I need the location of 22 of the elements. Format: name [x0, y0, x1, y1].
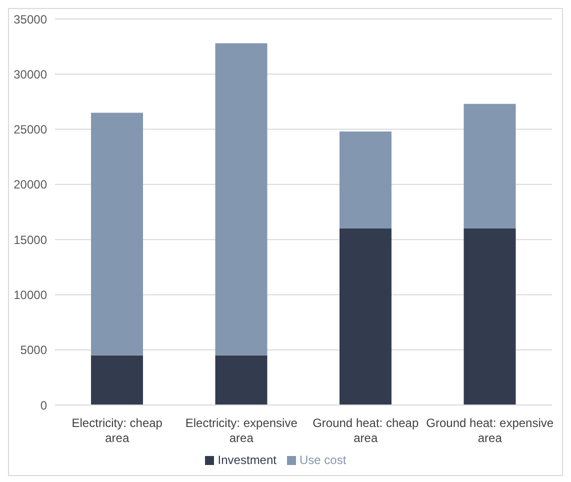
y-tick-label: 25000 [14, 122, 48, 137]
legend-label: Use cost [300, 453, 346, 467]
y-tick-label: 30000 [14, 67, 48, 82]
y-tick-label: 20000 [14, 178, 48, 192]
bar [91, 112, 143, 356]
bar [340, 228, 392, 405]
x-tick-label: Electricity: expensive area [185, 416, 298, 445]
y-tick-label: 0 [40, 398, 48, 412]
bar [215, 43, 268, 356]
y-tick-label: 5000 [20, 343, 48, 358]
y-tick-label: 10000 [14, 288, 48, 302]
bar [464, 104, 516, 229]
bar [91, 355, 143, 405]
bar [464, 228, 516, 405]
y-tick-label: 15000 [14, 232, 48, 247]
bar [340, 131, 392, 229]
legend-label: Investment [218, 453, 276, 467]
x-tick-label: Ground heat: expensive area [426, 416, 554, 445]
x-tick-label: Ground heat: cheap area [312, 416, 419, 445]
bar [215, 355, 268, 405]
x-tick-label: Electricity: cheap area [72, 416, 163, 445]
y-tick-label: 35000 [14, 12, 48, 26]
